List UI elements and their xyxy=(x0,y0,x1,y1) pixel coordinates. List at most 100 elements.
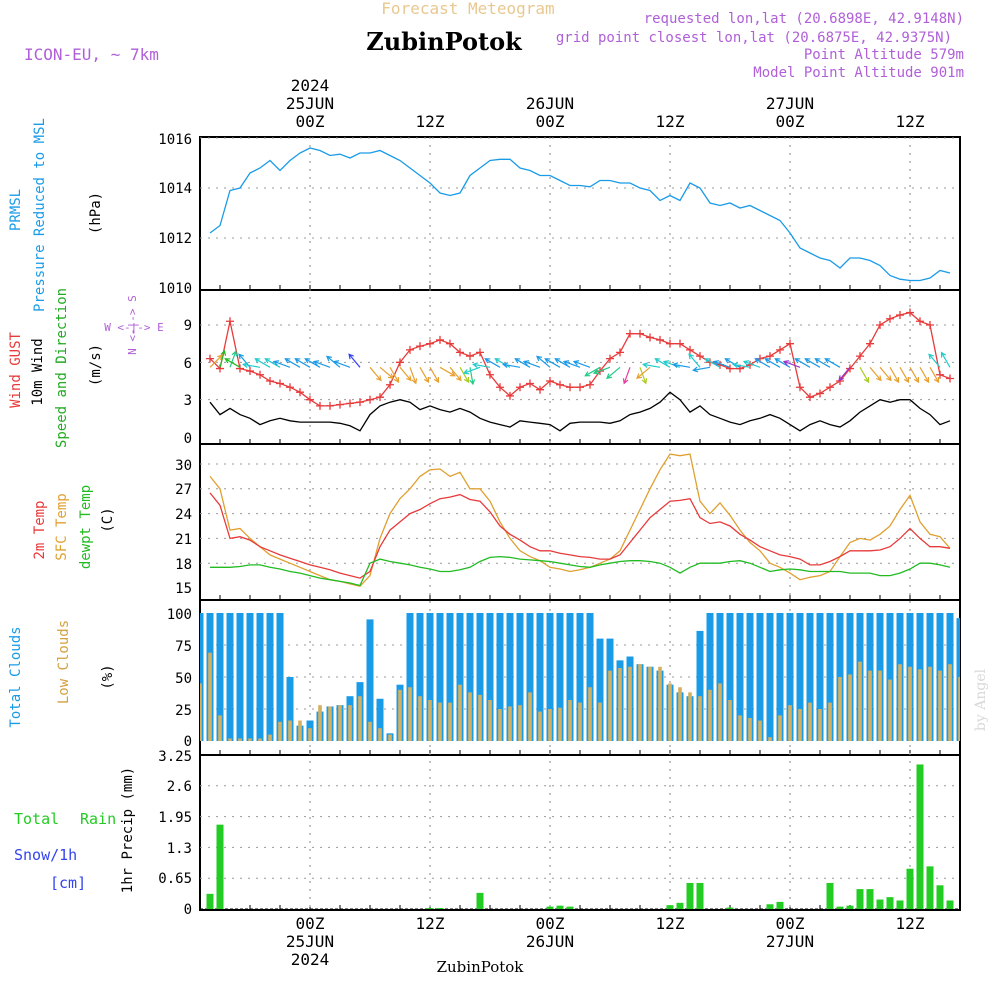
low-cloud-bar xyxy=(358,696,362,741)
low-cloud-bar xyxy=(718,683,722,741)
rain-bar xyxy=(826,882,834,909)
wind-arrow xyxy=(804,358,821,368)
gust-marker xyxy=(906,308,914,317)
gust-marker xyxy=(356,398,364,407)
wind-arrow xyxy=(294,358,311,368)
gust-marker xyxy=(646,333,654,342)
low-cloud-bar xyxy=(268,734,272,741)
rain-bar xyxy=(936,885,944,909)
gust-marker xyxy=(576,383,584,392)
total-cloud-bar xyxy=(376,698,384,741)
wind-arrow xyxy=(899,367,910,384)
total-cloud-bar xyxy=(716,613,724,741)
gust-marker xyxy=(456,348,464,357)
low-cloud-bar xyxy=(918,669,922,741)
wind-arrow xyxy=(929,367,940,384)
low-cloud-bar xyxy=(628,666,632,741)
gust-marker xyxy=(516,383,524,392)
wind-arrow xyxy=(469,367,476,386)
low-cloud-bar xyxy=(778,715,782,741)
gust-marker xyxy=(536,385,544,394)
total-cloud-bar xyxy=(746,613,754,741)
wind-arrow xyxy=(439,366,456,377)
wind-arrow xyxy=(399,366,412,382)
top-date-label: 27JUN xyxy=(766,94,814,113)
temp-panel: 2m Temp SFC Temp dewpt Temp (C) 30 27 24… xyxy=(32,458,192,597)
gust-marker xyxy=(626,329,634,338)
compass-we: W <-|-> E xyxy=(104,321,164,334)
top-title: Forecast Meteogram xyxy=(381,0,554,18)
low-cloud-bar xyxy=(948,664,952,741)
low-cloud-bar xyxy=(218,715,222,741)
wind-unit: (m/s) xyxy=(88,344,104,386)
total-cloud-bar xyxy=(406,613,414,741)
low-cloud-bar xyxy=(438,702,442,741)
bottom-hour-label: 12Z xyxy=(656,914,685,933)
gust-marker xyxy=(556,380,564,389)
rain-bar xyxy=(436,908,444,909)
wind-arrow xyxy=(838,366,851,382)
temp-label-sfc: SFC Temp xyxy=(54,493,70,560)
wind-tick-label: 0 xyxy=(184,431,192,447)
rain-bar xyxy=(906,868,914,909)
total-cloud-bar xyxy=(766,613,774,741)
gust-marker xyxy=(266,377,274,385)
wind-arrow xyxy=(928,353,941,368)
rain-bar xyxy=(546,906,554,909)
low-cloud-bar xyxy=(298,720,302,741)
temp-label-dew: dewpt Temp xyxy=(78,485,94,569)
temp-tick-label: 15 xyxy=(175,581,192,597)
wind-arrow xyxy=(462,366,481,375)
gust-marker xyxy=(496,383,504,392)
wind-arrow xyxy=(472,362,491,368)
wind-panel: Wind GUST 10m Wind Speed and Direction (… xyxy=(8,288,192,448)
gust-marker xyxy=(636,329,644,338)
bottom-year-label: 2024 xyxy=(291,950,330,969)
gust-marker xyxy=(396,358,404,367)
total-cloud-bar xyxy=(216,613,224,741)
cloud-tick-label: 75 xyxy=(175,639,192,655)
wind-arrow xyxy=(219,349,227,368)
wind-arrow xyxy=(326,355,341,368)
bottom-date-label: 26JUN xyxy=(526,932,574,951)
low-cloud-bar xyxy=(228,738,232,741)
precip-unit: 1hr Precip (mm) xyxy=(120,767,136,893)
low-cloud-bar xyxy=(318,705,322,741)
low-cloud-bar xyxy=(200,683,202,741)
gust-marker xyxy=(846,364,854,373)
precip-panel: Total Rain Snow/1h [cm] 1hr Precip (mm) … xyxy=(14,749,192,918)
total-cloud-bar xyxy=(366,619,374,741)
panel-frame xyxy=(199,754,961,911)
total-cloud-bar xyxy=(756,613,764,741)
gust-marker xyxy=(876,321,884,329)
wind-speed-line xyxy=(209,391,951,432)
wind-arrow xyxy=(229,350,238,368)
wind-arrow xyxy=(502,362,521,368)
total-cloud-bar xyxy=(706,613,714,741)
wind-arrow xyxy=(449,366,462,382)
wind-arrow xyxy=(409,367,418,385)
low-cloud-bar xyxy=(748,717,752,741)
gust-marker xyxy=(486,370,494,379)
rain-bar xyxy=(726,907,734,909)
total-cloud-bar xyxy=(466,613,474,741)
temp-tick-label: 24 xyxy=(175,507,192,523)
cloud-tick-label: 100 xyxy=(167,607,192,623)
temp-label-2m: 2m Temp xyxy=(32,500,48,559)
low-cloud-bar xyxy=(608,670,612,741)
top-hour-label: 00Z xyxy=(776,112,805,131)
total-cloud-bar xyxy=(496,613,504,741)
rain-bar xyxy=(566,906,574,909)
wind-arrow xyxy=(782,360,801,368)
temp-unit: (C) xyxy=(100,507,116,532)
total-cloud-bar xyxy=(726,613,734,741)
gust-marker xyxy=(376,393,384,402)
requested-coords: requested lon,lat (20.6898E, 42.9148N) xyxy=(644,11,964,27)
total-cloud-bar xyxy=(286,677,294,741)
precip-tick-label: 1.3 xyxy=(167,841,192,857)
wind-arrow xyxy=(639,367,648,385)
low-cloud-bar xyxy=(858,661,862,741)
low-cloud-bar xyxy=(888,679,892,741)
rain-bar xyxy=(886,897,894,909)
